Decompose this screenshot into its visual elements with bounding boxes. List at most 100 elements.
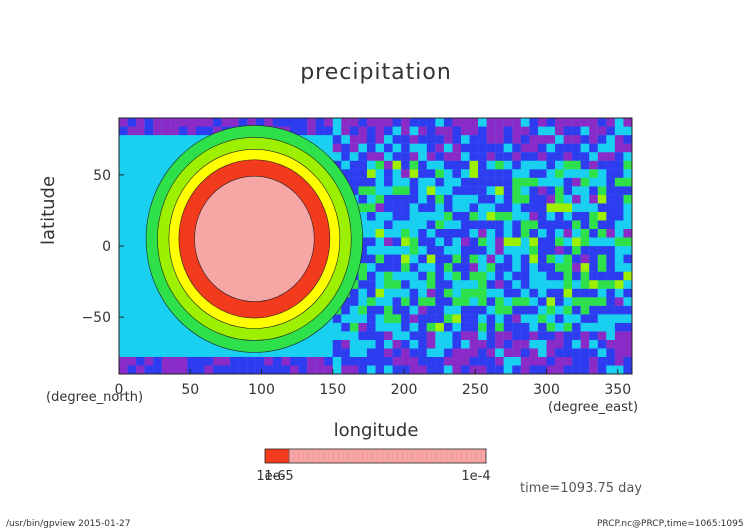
y-axis-label: latitude [38,175,59,245]
field-cell [443,152,453,161]
field-cell [512,365,521,374]
field-cell [597,322,607,332]
field-cell [486,348,496,357]
field-cell [366,288,376,298]
field-cell [409,169,419,178]
field-cell [623,203,632,212]
field-cell [435,220,444,229]
field-cell [589,314,598,323]
field-cell [614,348,624,357]
field-cell [614,194,624,204]
field-cell [580,186,590,195]
field-cell [469,135,479,144]
field-cell [537,288,547,298]
field-cell [520,254,530,264]
field-cell [623,194,632,204]
field-cell [384,228,393,238]
field-cell [478,331,487,340]
field-cell [555,143,564,153]
field-cell [332,143,342,153]
field-cell [461,228,470,238]
field-cell [614,297,624,306]
field-cell [580,203,590,212]
field-cell [503,305,513,315]
field-cell [461,305,470,315]
field-cell [512,263,521,272]
field-cell [426,305,436,315]
field-cell [606,305,615,315]
field-cell [409,143,419,153]
field-cell [307,356,316,366]
field-cell [418,280,427,289]
field-cell [614,177,624,187]
field-cell [358,169,367,178]
field-cell [426,220,436,229]
field-cell [478,254,487,264]
field-cell [606,348,615,357]
field-cell [418,365,427,374]
field-cell [461,356,470,366]
field-cell [606,118,615,127]
field-cell [136,365,145,374]
plot-area [119,118,632,374]
field-cell [520,305,530,315]
field-cell [213,126,222,136]
field-cell [375,271,385,281]
field-cell [358,220,367,229]
field-cell [127,356,137,366]
field-cell [409,126,419,136]
field-cell [529,254,538,264]
field-cell [195,356,205,366]
field-cell [392,322,402,332]
field-cell [469,271,479,281]
field-cell [555,271,564,281]
field-cell [392,220,402,229]
field-cell [563,322,573,332]
field-cell [486,288,496,298]
field-cell [546,177,556,187]
field-cell [119,356,128,366]
field-cell [537,169,547,178]
field-cell [495,331,504,340]
field-cell [238,118,248,127]
field-cell [503,186,513,195]
field-cell [529,118,538,127]
field-cell [461,220,470,229]
field-cell [401,169,410,178]
field-cell [127,126,137,136]
field-cell [443,339,453,349]
field-cell [426,339,436,349]
field-cell [315,126,325,136]
field-cell [478,177,487,187]
field-cell [341,322,350,332]
field-cell [392,339,402,349]
field-cell [281,365,291,374]
field-cell [461,118,470,127]
field-cell [614,152,624,161]
field-cell [375,194,385,204]
field-cell [537,280,547,289]
field-cell [478,348,487,357]
field-cell [349,365,359,374]
field-cell [580,118,590,127]
field-cell [375,126,385,136]
field-cell [478,356,487,366]
field-cell [563,143,573,153]
field-cell [426,135,436,144]
field-cell [384,288,393,298]
field-cell [332,314,342,323]
field-cell [486,280,496,289]
field-cell [161,365,171,374]
field-cell [503,203,513,212]
field-cell [614,365,624,374]
field-cell [384,314,393,323]
field-cell [443,126,453,136]
field-cell [555,263,564,272]
field-cell [452,211,462,221]
field-cell [495,237,504,247]
field-cell [503,339,513,349]
field-cell [392,152,402,161]
field-cell [281,118,291,127]
field-cell [349,177,359,187]
field-cell [529,305,538,315]
